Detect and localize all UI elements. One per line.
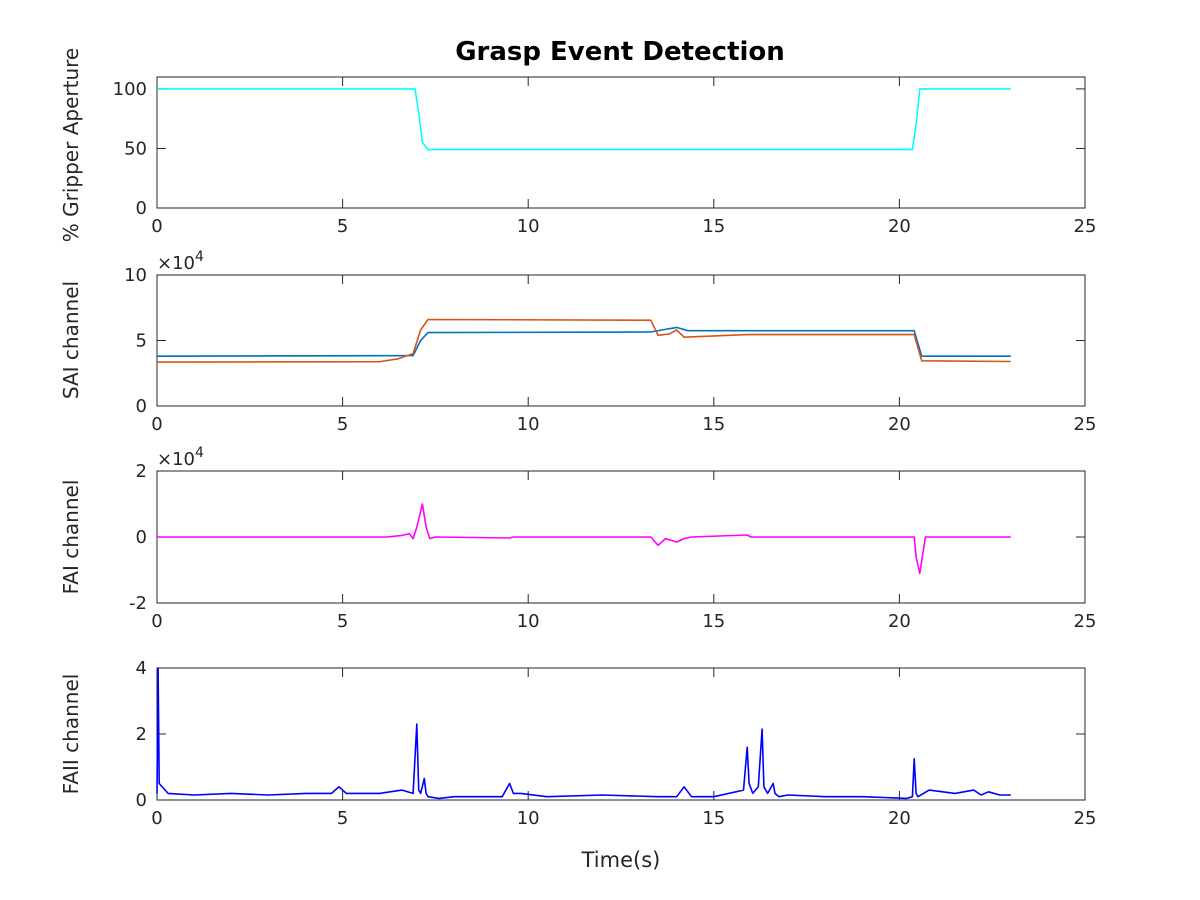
x-tick-label: 10 <box>517 611 540 632</box>
series-line-4-1 <box>156 667 1011 800</box>
figure-title: Grasp Event Detection <box>455 37 785 67</box>
y-tick-label: 50 <box>124 138 147 159</box>
x-tick-label: 5 <box>337 808 348 829</box>
y-exponent-base: ×10 <box>157 253 195 274</box>
x-tick-label: 15 <box>702 216 725 237</box>
x-tick-label: 10 <box>517 414 540 435</box>
y-tick-label: 0 <box>136 527 147 548</box>
y-tick-label: 10 <box>124 265 147 286</box>
y-tick-label: 100 <box>113 79 147 100</box>
axes-box-4 <box>156 667 1086 801</box>
y-axis-label: FAI channel <box>59 480 83 595</box>
y-tick-label: 2 <box>136 724 147 745</box>
y-exponent-power: 4 <box>195 249 204 265</box>
series-line-2-1 <box>156 326 1011 358</box>
x-tick-label: 0 <box>151 216 162 237</box>
series-line-2-2 <box>156 318 1011 363</box>
y-tick-label: 0 <box>136 790 147 811</box>
axes-box-1 <box>156 76 1086 209</box>
x-axis-label: Time(s) <box>581 848 661 872</box>
y-tick-label: 0 <box>136 198 147 219</box>
x-tick-label: 15 <box>702 414 725 435</box>
y-exponent-label: ×104 <box>157 445 204 470</box>
x-tick-label: 5 <box>337 414 348 435</box>
y-tick-label: 0 <box>136 396 147 417</box>
subplot-4: 0 5 10 15 20 25 0 2 4 FAII channel Time(s) <box>59 658 1096 872</box>
y-axis-label: SAI channel <box>59 281 83 399</box>
x-tick-label: 10 <box>517 808 540 829</box>
axes-box-2 <box>156 274 1086 407</box>
series-line-1-1 <box>157 88 1011 151</box>
x-tick-label: 15 <box>702 611 725 632</box>
y-exponent-base: ×10 <box>157 449 195 470</box>
y-tick-label: 5 <box>136 331 147 352</box>
x-tick-label: 10 <box>517 216 540 237</box>
x-tick-label: 20 <box>888 611 911 632</box>
x-tick-label: 0 <box>151 808 162 829</box>
y-axis-label: % Gripper Aperture <box>59 48 83 242</box>
x-tick-label: 20 <box>888 216 911 237</box>
y-tick-label: 2 <box>136 461 147 482</box>
y-tick-label: -2 <box>129 593 147 614</box>
subplot-1: 0 5 10 15 20 25 0 50 100 % Gripper Aperture <box>59 48 1096 242</box>
x-tick-label: 25 <box>1074 808 1097 829</box>
y-exponent-label: ×104 <box>157 249 204 274</box>
y-tick-label: 4 <box>136 658 147 679</box>
x-tick-label: 0 <box>151 414 162 435</box>
x-tick-label: 25 <box>1074 414 1097 435</box>
x-tick-label: 15 <box>702 808 725 829</box>
subplot-2: 0 5 10 15 20 25 0 5 10 ×104 SAI channel <box>59 249 1096 435</box>
y-axis-label: FAII channel <box>59 674 83 795</box>
x-tick-label: 20 <box>888 808 911 829</box>
x-tick-label: 5 <box>337 611 348 632</box>
x-tick-label: 25 <box>1074 216 1097 237</box>
x-tick-label: 25 <box>1074 611 1097 632</box>
x-tick-label: 20 <box>888 414 911 435</box>
x-tick-label: 0 <box>151 611 162 632</box>
series-line-3-1 <box>157 503 1011 575</box>
x-tick-label: 5 <box>337 216 348 237</box>
y-exponent-power: 4 <box>195 445 204 461</box>
